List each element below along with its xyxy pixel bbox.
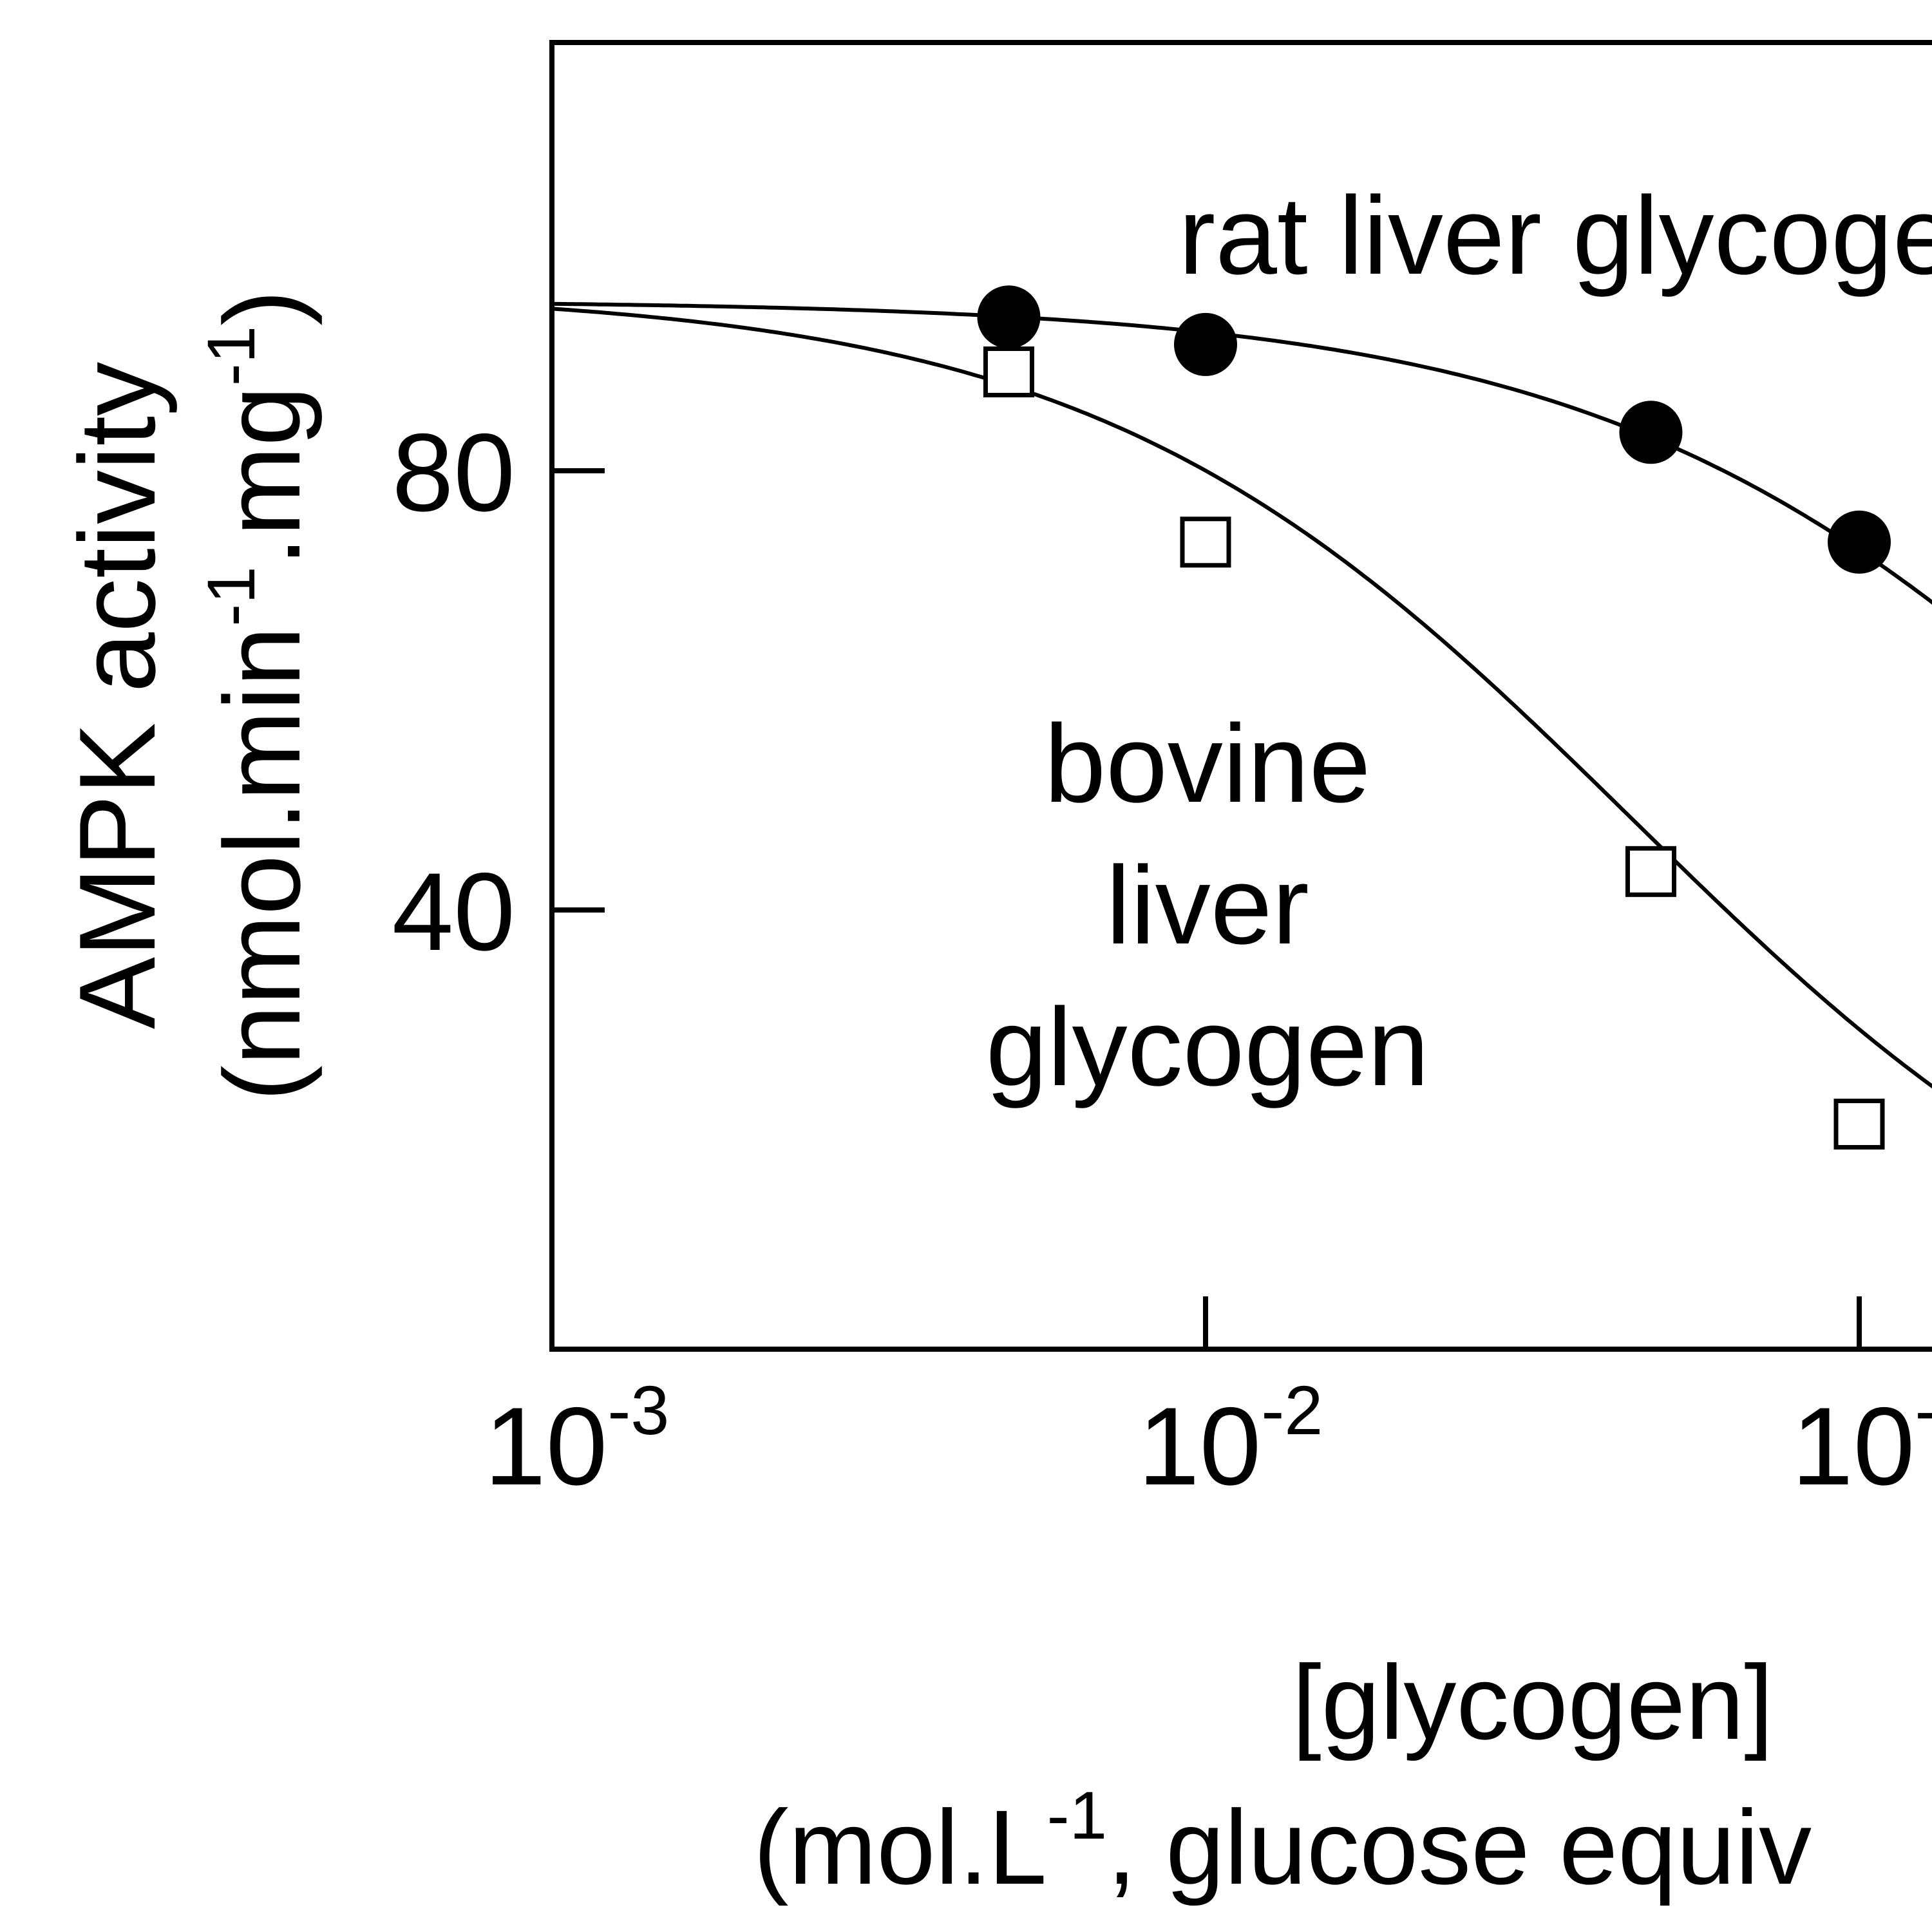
y-axis-label-part-3: ) xyxy=(202,290,323,326)
bovine-label-line-3: glycogen xyxy=(986,985,1430,1109)
bovine-data-point-1 xyxy=(1180,516,1231,568)
fit-curves xyxy=(551,301,1932,1089)
bovine-data-point-3 xyxy=(1833,1098,1885,1150)
x-tick-label--1: 10-1 xyxy=(1792,1371,1932,1508)
bovine-data-point-0 xyxy=(983,346,1034,398)
y-axis-label-line-2: (nmol.min-1.mg-1) xyxy=(194,290,323,1101)
bovine-label-line-2: liver xyxy=(1106,844,1309,967)
y-axis-label-line-1: AMPK activity xyxy=(57,362,178,1029)
plot-frame xyxy=(549,40,1932,1352)
x-axis-label-superscript: -1 xyxy=(1047,1778,1107,1853)
x-axis-ticks: 10-3 10-2 10-1 xyxy=(484,1296,1932,1508)
y-axis-ticks: 40 80 xyxy=(392,411,605,974)
x-axis-label-line-2: (mol.L-1, glucose equiv xyxy=(753,1778,1812,1906)
y-axis-label-sup-1: -1 xyxy=(194,566,269,626)
y-tick-label-80: 80 xyxy=(392,411,515,535)
x-axis-label: [glycogen] (mol.L-1, glucose equiv xyxy=(753,1643,1812,1906)
y-axis-label: AMPK activity (nmol.min-1.mg-1) xyxy=(57,290,323,1101)
x-axis-label-line-1: [glycogen] xyxy=(1292,1643,1774,1761)
rat-data-point-0 xyxy=(977,285,1041,349)
x-axis-label-tail: , glucose equiv xyxy=(1107,1788,1812,1906)
y-axis-label-part-1: (nmol.min xyxy=(202,627,323,1101)
x-tick-label--3: 10-3 xyxy=(484,1371,669,1508)
bovine-label-line-1: bovine xyxy=(1045,702,1371,826)
rat-data-point-1 xyxy=(1174,312,1237,376)
rat-series-label: rat liver glycogen xyxy=(1179,174,1932,298)
rat-data-point-3 xyxy=(1828,510,1891,574)
x-tick-label--2: 10-2 xyxy=(1138,1371,1323,1508)
bovine-data-point-2 xyxy=(1625,846,1676,897)
fit-curve-bovine xyxy=(551,307,1932,1089)
x-axis-label-part: (mol.L xyxy=(753,1788,1047,1906)
bovine-series-label: bovine liver glycogen xyxy=(986,702,1430,1109)
y-axis-label-part-2: .mg xyxy=(202,386,323,566)
y-tick-label-40: 40 xyxy=(392,850,515,974)
y-axis-label-sup-2: -1 xyxy=(194,326,269,386)
data-markers xyxy=(977,285,1891,1150)
rat-data-point-2 xyxy=(1619,401,1683,464)
fit-curve-rat xyxy=(551,301,1932,605)
plot-area xyxy=(549,40,1932,1352)
